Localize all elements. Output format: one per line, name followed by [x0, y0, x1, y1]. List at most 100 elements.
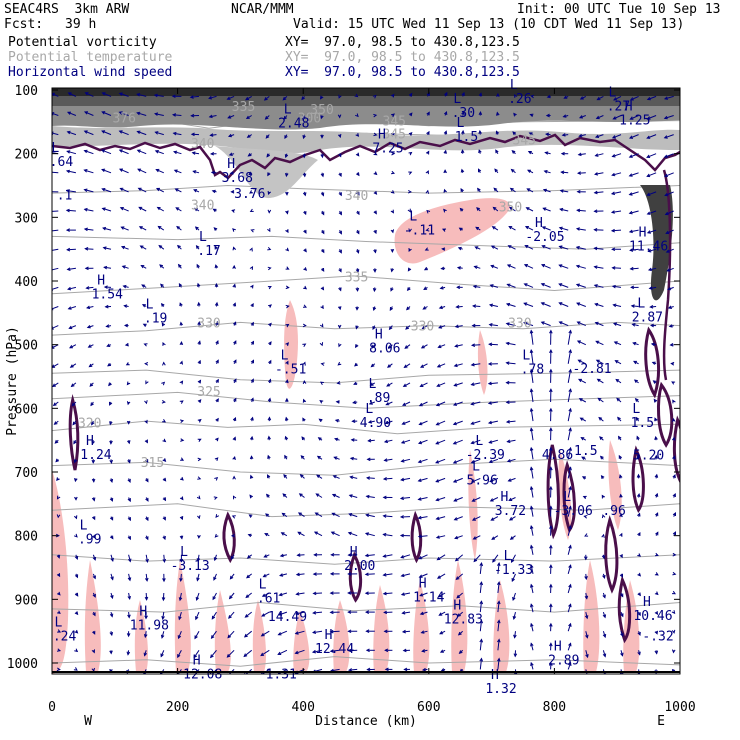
wind-vector	[438, 592, 446, 598]
wind-vector-head	[154, 112, 159, 116]
wind-vector-head	[56, 514, 61, 519]
wind-vector-head	[56, 554, 61, 559]
wind-vector-head	[66, 111, 72, 115]
wind-vector	[559, 283, 569, 288]
wind-vector-head	[197, 438, 202, 442]
wind-vector-head	[487, 381, 492, 386]
extremum-value-label: .26	[508, 92, 531, 107]
wind-vector	[576, 265, 586, 269]
wind-vector-head	[530, 642, 534, 647]
wind-vector	[613, 322, 622, 327]
wind-vector	[512, 592, 516, 601]
wind-vector-head	[136, 149, 141, 153]
wind-vector-head	[594, 321, 599, 326]
wind-vector-head	[52, 402, 57, 407]
wind-vector-head	[472, 536, 477, 540]
wind-vector-head	[215, 340, 219, 345]
wind-vector-head	[350, 438, 355, 442]
wind-vector-head	[262, 573, 267, 578]
positive-shading-region	[493, 580, 510, 672]
wind-vector-head	[337, 324, 342, 329]
wind-vector-head	[383, 439, 389, 444]
wind-vector	[579, 134, 586, 137]
wind-vector-head	[156, 206, 161, 211]
forecast-hours: 39 h	[65, 17, 97, 32]
wind-vector-head	[330, 552, 335, 557]
wind-vector-head	[52, 345, 55, 349]
wind-vector-head	[285, 210, 289, 215]
wind-vector-head	[472, 304, 477, 308]
wind-vector-head	[578, 115, 584, 119]
wind-vector-head	[233, 359, 237, 364]
wind-vector-head	[249, 494, 254, 499]
wind-vector-head	[302, 192, 307, 197]
wind-vector-head	[136, 93, 141, 97]
wind-vector	[594, 247, 604, 250]
wind-vector-head	[400, 555, 405, 559]
wind-vector-head	[122, 284, 127, 289]
wind-vector-head	[294, 611, 300, 616]
wind-vector-head	[162, 516, 166, 521]
wind-vector-head	[303, 229, 307, 234]
field-name-potential-vorticity: Potential vorticity	[8, 35, 157, 50]
wind-vector-head	[672, 399, 676, 404]
wind-vector-head	[620, 652, 624, 657]
wind-vector-head	[406, 287, 411, 292]
wind-vector-head	[365, 494, 370, 499]
extremum-marker: L	[475, 434, 483, 449]
wind-vector	[595, 134, 604, 138]
wind-vector-head	[260, 632, 265, 637]
field-xy-horizontal-wind-speed: XY= 97.0, 98.5 to 430.8,123.5	[285, 65, 520, 80]
wind-vector-head	[435, 479, 440, 483]
wind-vector-head	[461, 91, 465, 96]
wind-vector-head	[215, 514, 220, 519]
wind-vector-head	[619, 573, 623, 578]
wind-vector	[559, 321, 569, 327]
y-tick-label: 1000	[7, 657, 38, 672]
wind-vector-head	[492, 558, 496, 563]
positive-shading-region	[693, 540, 709, 672]
wind-vector-head	[389, 306, 394, 311]
wind-vector-head	[109, 613, 114, 618]
wind-vector-head	[664, 192, 669, 197]
wind-vector-head	[193, 189, 198, 193]
wind-vector-head	[426, 209, 431, 214]
wind-vector-head	[443, 208, 447, 213]
wind-vector-head	[126, 633, 131, 638]
wind-vector-head	[297, 531, 302, 536]
wind-vector-head	[247, 153, 252, 157]
theta-isentrope	[52, 391, 680, 409]
wind-vector	[665, 191, 674, 196]
wind-vector-head	[529, 368, 534, 373]
wind-vector-head	[329, 629, 334, 634]
wind-vector-head	[391, 113, 395, 118]
wind-vector-head	[530, 94, 535, 99]
wind-vector	[594, 191, 604, 194]
wind-vector-head	[56, 477, 60, 482]
wind-vector-head	[215, 359, 219, 364]
wind-vector-head	[85, 286, 90, 290]
theta-isentrope	[52, 184, 680, 194]
wind-vector	[543, 207, 551, 212]
extremum-value-label: 4.86	[542, 448, 573, 463]
wind-vector	[145, 554, 148, 562]
wind-vector-head	[280, 532, 285, 536]
wind-vector	[526, 207, 534, 212]
theta-isentrope	[52, 601, 680, 613]
wind-vector-head	[127, 478, 131, 483]
wind-vector-head	[417, 534, 422, 539]
wind-vector-head	[650, 342, 655, 347]
positive-shading-region	[413, 580, 430, 672]
wind-vector-head	[145, 536, 149, 541]
wind-vector-head	[233, 397, 237, 402]
wind-vector	[567, 604, 572, 613]
wind-vector-head	[67, 306, 72, 310]
wind-vector-head	[264, 116, 269, 120]
wind-vector-head	[479, 657, 484, 662]
wind-vector-head	[407, 267, 412, 272]
wind-vector	[454, 535, 463, 539]
wind-vector-head	[505, 341, 510, 346]
wind-vector	[137, 112, 147, 116]
extremum-value-label: 7.25	[372, 142, 403, 157]
wind-vector-head	[529, 427, 534, 432]
